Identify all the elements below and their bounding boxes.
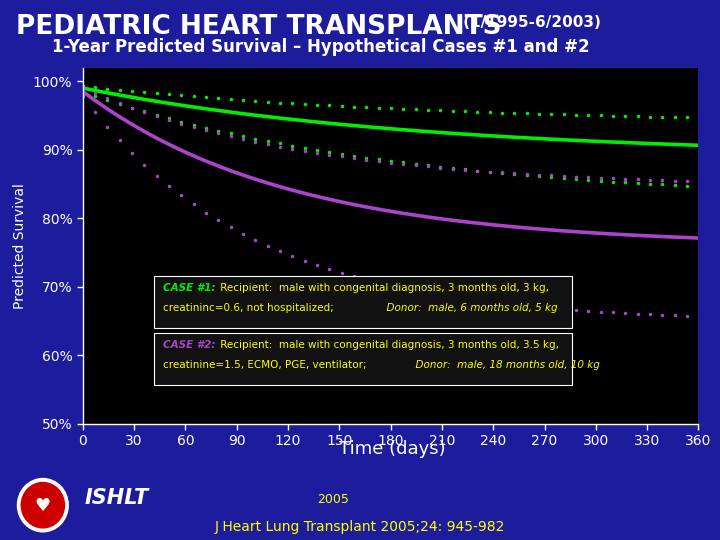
Circle shape [22, 483, 65, 528]
Text: J Heart Lung Transplant 2005;24: 945-982: J Heart Lung Transplant 2005;24: 945-982 [215, 519, 505, 534]
FancyBboxPatch shape [153, 333, 572, 384]
Text: PEDIATRIC HEART TRANSPLANTS: PEDIATRIC HEART TRANSPLANTS [16, 14, 501, 39]
Text: CASE #2:: CASE #2: [163, 340, 215, 350]
Circle shape [17, 478, 68, 532]
Text: Donor:  male, 18 months old, 10 kg: Donor: male, 18 months old, 10 kg [409, 361, 600, 370]
Text: Recipient:  male with congenital diagnosis, 3 months old, 3.5 kg,: Recipient: male with congenital diagnosi… [217, 340, 559, 350]
Text: creatininc=0.6, not hospitalized;: creatininc=0.6, not hospitalized; [163, 303, 333, 313]
Text: 2005: 2005 [317, 493, 348, 506]
Y-axis label: Predicted Survival: Predicted Survival [14, 183, 27, 309]
Text: Donor:  male, 6 months old, 5 kg: Donor: male, 6 months old, 5 kg [379, 303, 557, 313]
Text: Time (days): Time (days) [339, 440, 446, 458]
Text: ♥: ♥ [35, 497, 51, 515]
Text: ISHLT: ISHLT [85, 488, 149, 508]
Text: (1/1995-6/2003): (1/1995-6/2003) [458, 15, 600, 30]
Text: CASE #1:: CASE #1: [163, 283, 215, 293]
Text: creatinine=1.5, ECMO, PGE, ventilator;: creatinine=1.5, ECMO, PGE, ventilator; [163, 361, 366, 370]
Text: 1-Year Predicted Survival – Hypothetical Cases #1 and #2: 1-Year Predicted Survival – Hypothetical… [52, 38, 590, 56]
FancyBboxPatch shape [153, 276, 572, 328]
Text: Recipient:  male with congenital diagnosis, 3 months old, 3 kg,: Recipient: male with congenital diagnosi… [217, 283, 549, 293]
